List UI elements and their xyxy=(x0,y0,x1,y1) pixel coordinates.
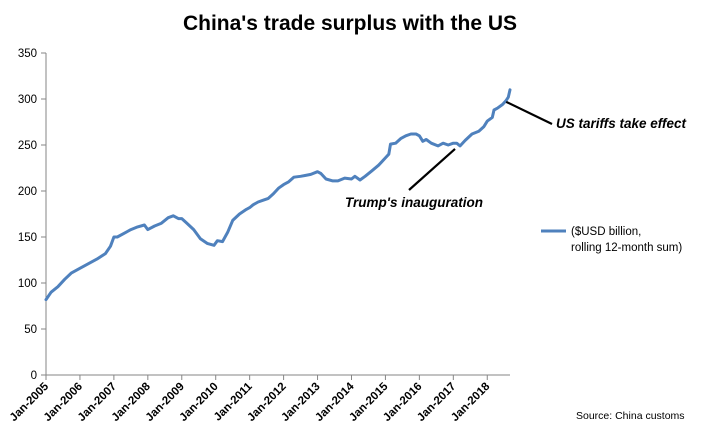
annotation-tariffs: US tariffs take effect xyxy=(556,116,687,131)
legend-label-line2: rolling 12-month sum) xyxy=(571,242,682,254)
annotation-inauguration: Trump's inauguration xyxy=(345,195,483,210)
y-tick-label: 0 xyxy=(31,370,37,382)
annotation-layer: Trump's inauguration US tariffs take effe… xyxy=(345,100,687,210)
legend: ($USD billion, rolling 12-month sum) xyxy=(541,226,682,254)
y-tick-label: 150 xyxy=(18,232,37,244)
y-tick-label: 300 xyxy=(18,94,37,106)
annotation-arrow-inauguration xyxy=(408,148,456,191)
y-tick-label: 250 xyxy=(18,140,37,152)
chart-title: China's trade surplus with the US xyxy=(183,12,517,35)
source-note: Source: China customs xyxy=(576,410,685,422)
legend-label-line1: ($USD billion, xyxy=(571,226,641,238)
y-tick-label: 350 xyxy=(18,48,37,60)
y-tick-label: 200 xyxy=(18,186,37,198)
series-layer xyxy=(44,88,512,302)
x-axis: Jan-2005Jan-2006Jan-2007Jan-2008Jan-2009… xyxy=(8,374,510,424)
y-tick-label: 50 xyxy=(24,324,37,336)
annotation-arrow-tariffs xyxy=(505,100,553,125)
y-tick-label: 100 xyxy=(18,278,37,290)
series-line xyxy=(44,88,512,302)
y-axis: 0 50 100 150 200 250 300 350 xyxy=(18,48,47,382)
